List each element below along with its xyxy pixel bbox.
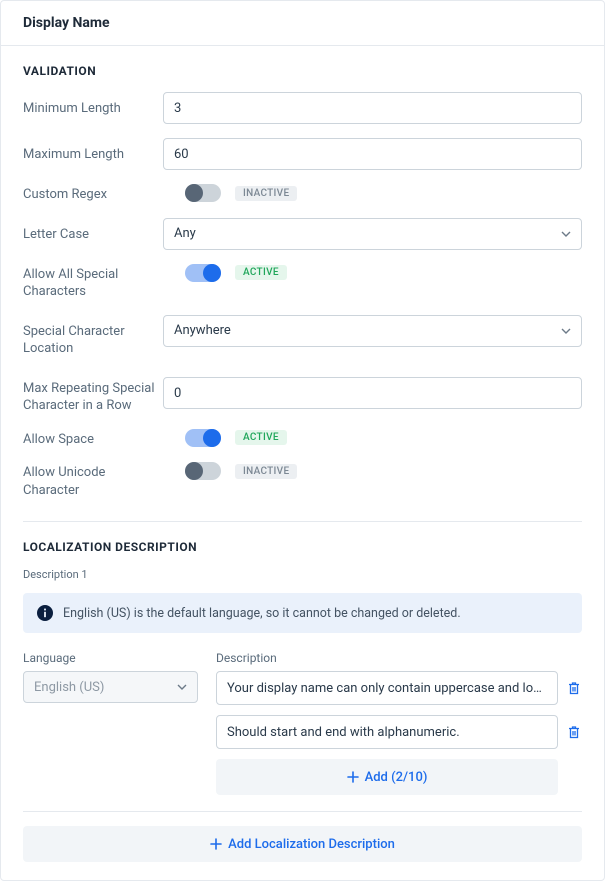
localization-title: LOCALIZATION DESCRIPTION: [23, 540, 582, 554]
trash-icon[interactable]: [566, 680, 582, 696]
select-special-location[interactable]: Anywhere: [163, 315, 582, 347]
trash-icon[interactable]: [566, 724, 582, 740]
display-name-panel: Display Name VALIDATION Minimum Length M…: [0, 0, 605, 881]
description-input-1[interactable]: [216, 671, 558, 705]
language-label: Language: [23, 651, 198, 665]
localization-section: LOCALIZATION DESCRIPTION Description 1 E…: [1, 522, 604, 880]
row-allow-space: Allow Space ACTIVE: [23, 429, 582, 449]
chevron-down-icon: [561, 229, 571, 239]
label-special-location: Special Character Location: [23, 315, 163, 358]
description-input-2[interactable]: [216, 715, 558, 749]
row-allow-special: Allow All Special Characters ACTIVE: [23, 264, 582, 301]
description-column: Description Add (2/10): [216, 651, 582, 795]
label-allow-unicode: Allow Unicode Character: [23, 462, 163, 499]
validation-section: VALIDATION Minimum Length Maximum Length…: [1, 46, 604, 517]
label-max-repeating: Max Repeating Special Character in a Row: [23, 372, 163, 415]
add-localization-label: Add Localization Description: [228, 837, 395, 852]
validation-title: VALIDATION: [23, 64, 582, 78]
language-value: English (US): [34, 680, 104, 695]
toggle-allow-unicode[interactable]: [185, 462, 221, 480]
panel-header: Display Name: [1, 1, 604, 46]
label-letter-case: Letter Case: [23, 218, 163, 244]
default-language-notice: English (US) is the default language, so…: [23, 593, 582, 633]
description-col-label: Description: [216, 651, 582, 665]
description-index-label: Description 1: [23, 568, 582, 581]
row-allow-unicode: Allow Unicode Character INACTIVE: [23, 462, 582, 499]
chevron-down-icon: [177, 682, 187, 692]
select-letter-case[interactable]: Any: [163, 218, 582, 250]
select-special-location-value: Anywhere: [174, 323, 231, 338]
badge-allow-space: ACTIVE: [235, 430, 287, 445]
toggle-allow-space[interactable]: [185, 429, 221, 447]
input-max-repeating[interactable]: [163, 377, 582, 409]
localization-grid: Language English (US) Description: [23, 651, 582, 795]
description-row: [216, 715, 582, 749]
add-description-button[interactable]: Add (2/10): [216, 759, 558, 795]
toggle-custom-regex[interactable]: [185, 184, 221, 202]
label-min-length: Minimum Length: [23, 92, 163, 118]
row-letter-case: Letter Case Any: [23, 218, 582, 250]
row-max-repeating: Max Repeating Special Character in a Row: [23, 372, 582, 415]
plus-icon: [210, 838, 222, 850]
description-row: [216, 671, 582, 705]
language-select: English (US): [23, 671, 198, 703]
label-allow-special: Allow All Special Characters: [23, 264, 163, 301]
input-max-length[interactable]: [163, 138, 582, 170]
divider: [23, 811, 582, 812]
notice-text: English (US) is the default language, so…: [63, 606, 461, 621]
info-icon: [37, 605, 53, 621]
chevron-down-icon: [561, 326, 571, 336]
badge-allow-special: ACTIVE: [235, 265, 287, 280]
select-letter-case-value: Any: [174, 226, 196, 241]
plus-icon: [347, 771, 359, 783]
language-column: Language English (US): [23, 651, 198, 795]
add-description-label: Add (2/10): [365, 770, 428, 785]
row-special-location: Special Character Location Anywhere: [23, 315, 582, 358]
add-localization-button[interactable]: Add Localization Description: [23, 826, 582, 862]
row-custom-regex: Custom Regex INACTIVE: [23, 184, 582, 204]
row-min-length: Minimum Length: [23, 92, 582, 124]
row-max-length: Maximum Length: [23, 138, 582, 170]
label-max-length: Maximum Length: [23, 138, 163, 164]
input-min-length[interactable]: [163, 92, 582, 124]
toggle-allow-special[interactable]: [185, 264, 221, 282]
badge-custom-regex: INACTIVE: [235, 186, 297, 201]
page-title: Display Name: [23, 15, 110, 31]
label-custom-regex: Custom Regex: [23, 184, 163, 204]
badge-allow-unicode: INACTIVE: [235, 464, 297, 479]
label-allow-space: Allow Space: [23, 429, 163, 449]
